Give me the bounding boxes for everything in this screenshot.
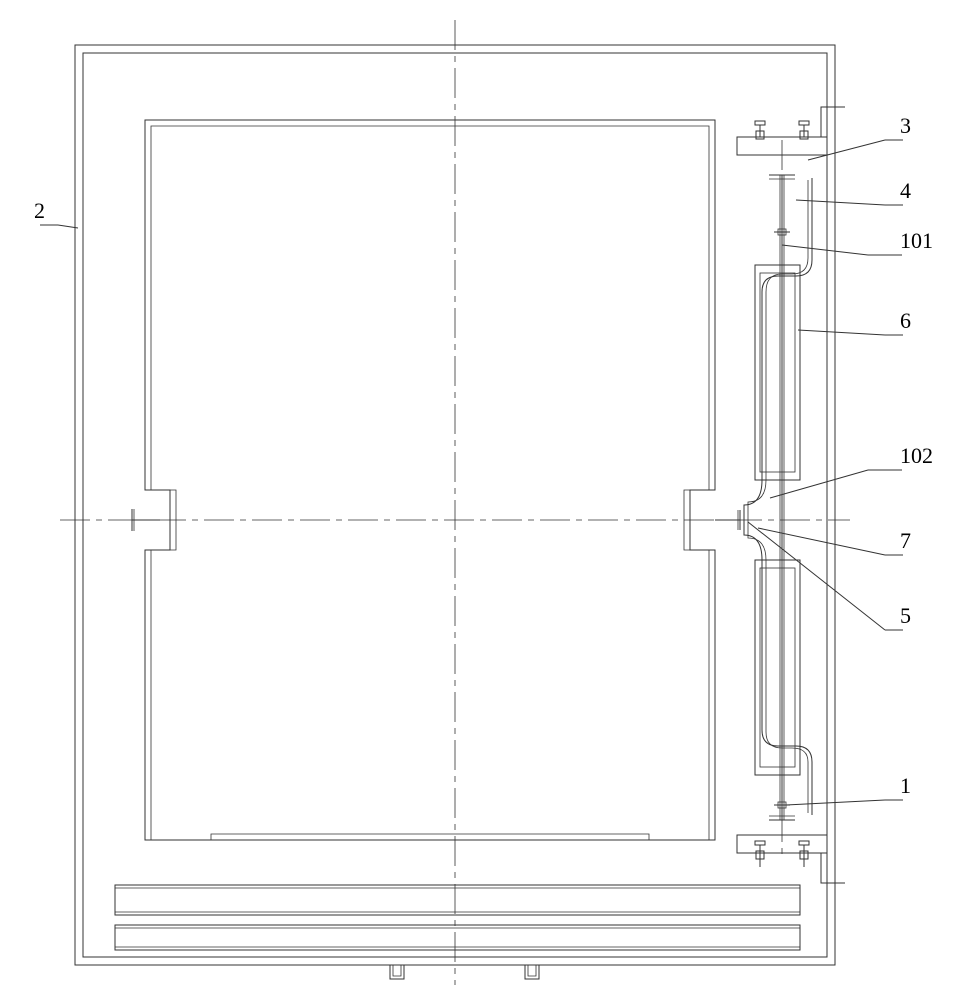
- callout-label: 6: [900, 308, 911, 333]
- mount-bracket: [737, 835, 845, 883]
- callout-label: 1: [900, 773, 911, 798]
- sill-bars: [115, 885, 800, 950]
- callout-label: 101: [900, 228, 933, 253]
- labels: 3 4 101 6 102 7 5 1 2: [34, 113, 933, 805]
- callout-label: 2: [34, 198, 45, 223]
- callout-label: 102: [900, 443, 933, 468]
- left-t-stub: [132, 509, 160, 531]
- mount-bracket: [737, 107, 845, 155]
- inner-opening: [145, 120, 715, 840]
- callout-label: 7: [900, 528, 911, 553]
- callout-label: 3: [900, 113, 911, 138]
- bottom-brackets: [390, 965, 539, 979]
- callout-label: 4: [900, 178, 911, 203]
- callout-label: 5: [900, 603, 911, 628]
